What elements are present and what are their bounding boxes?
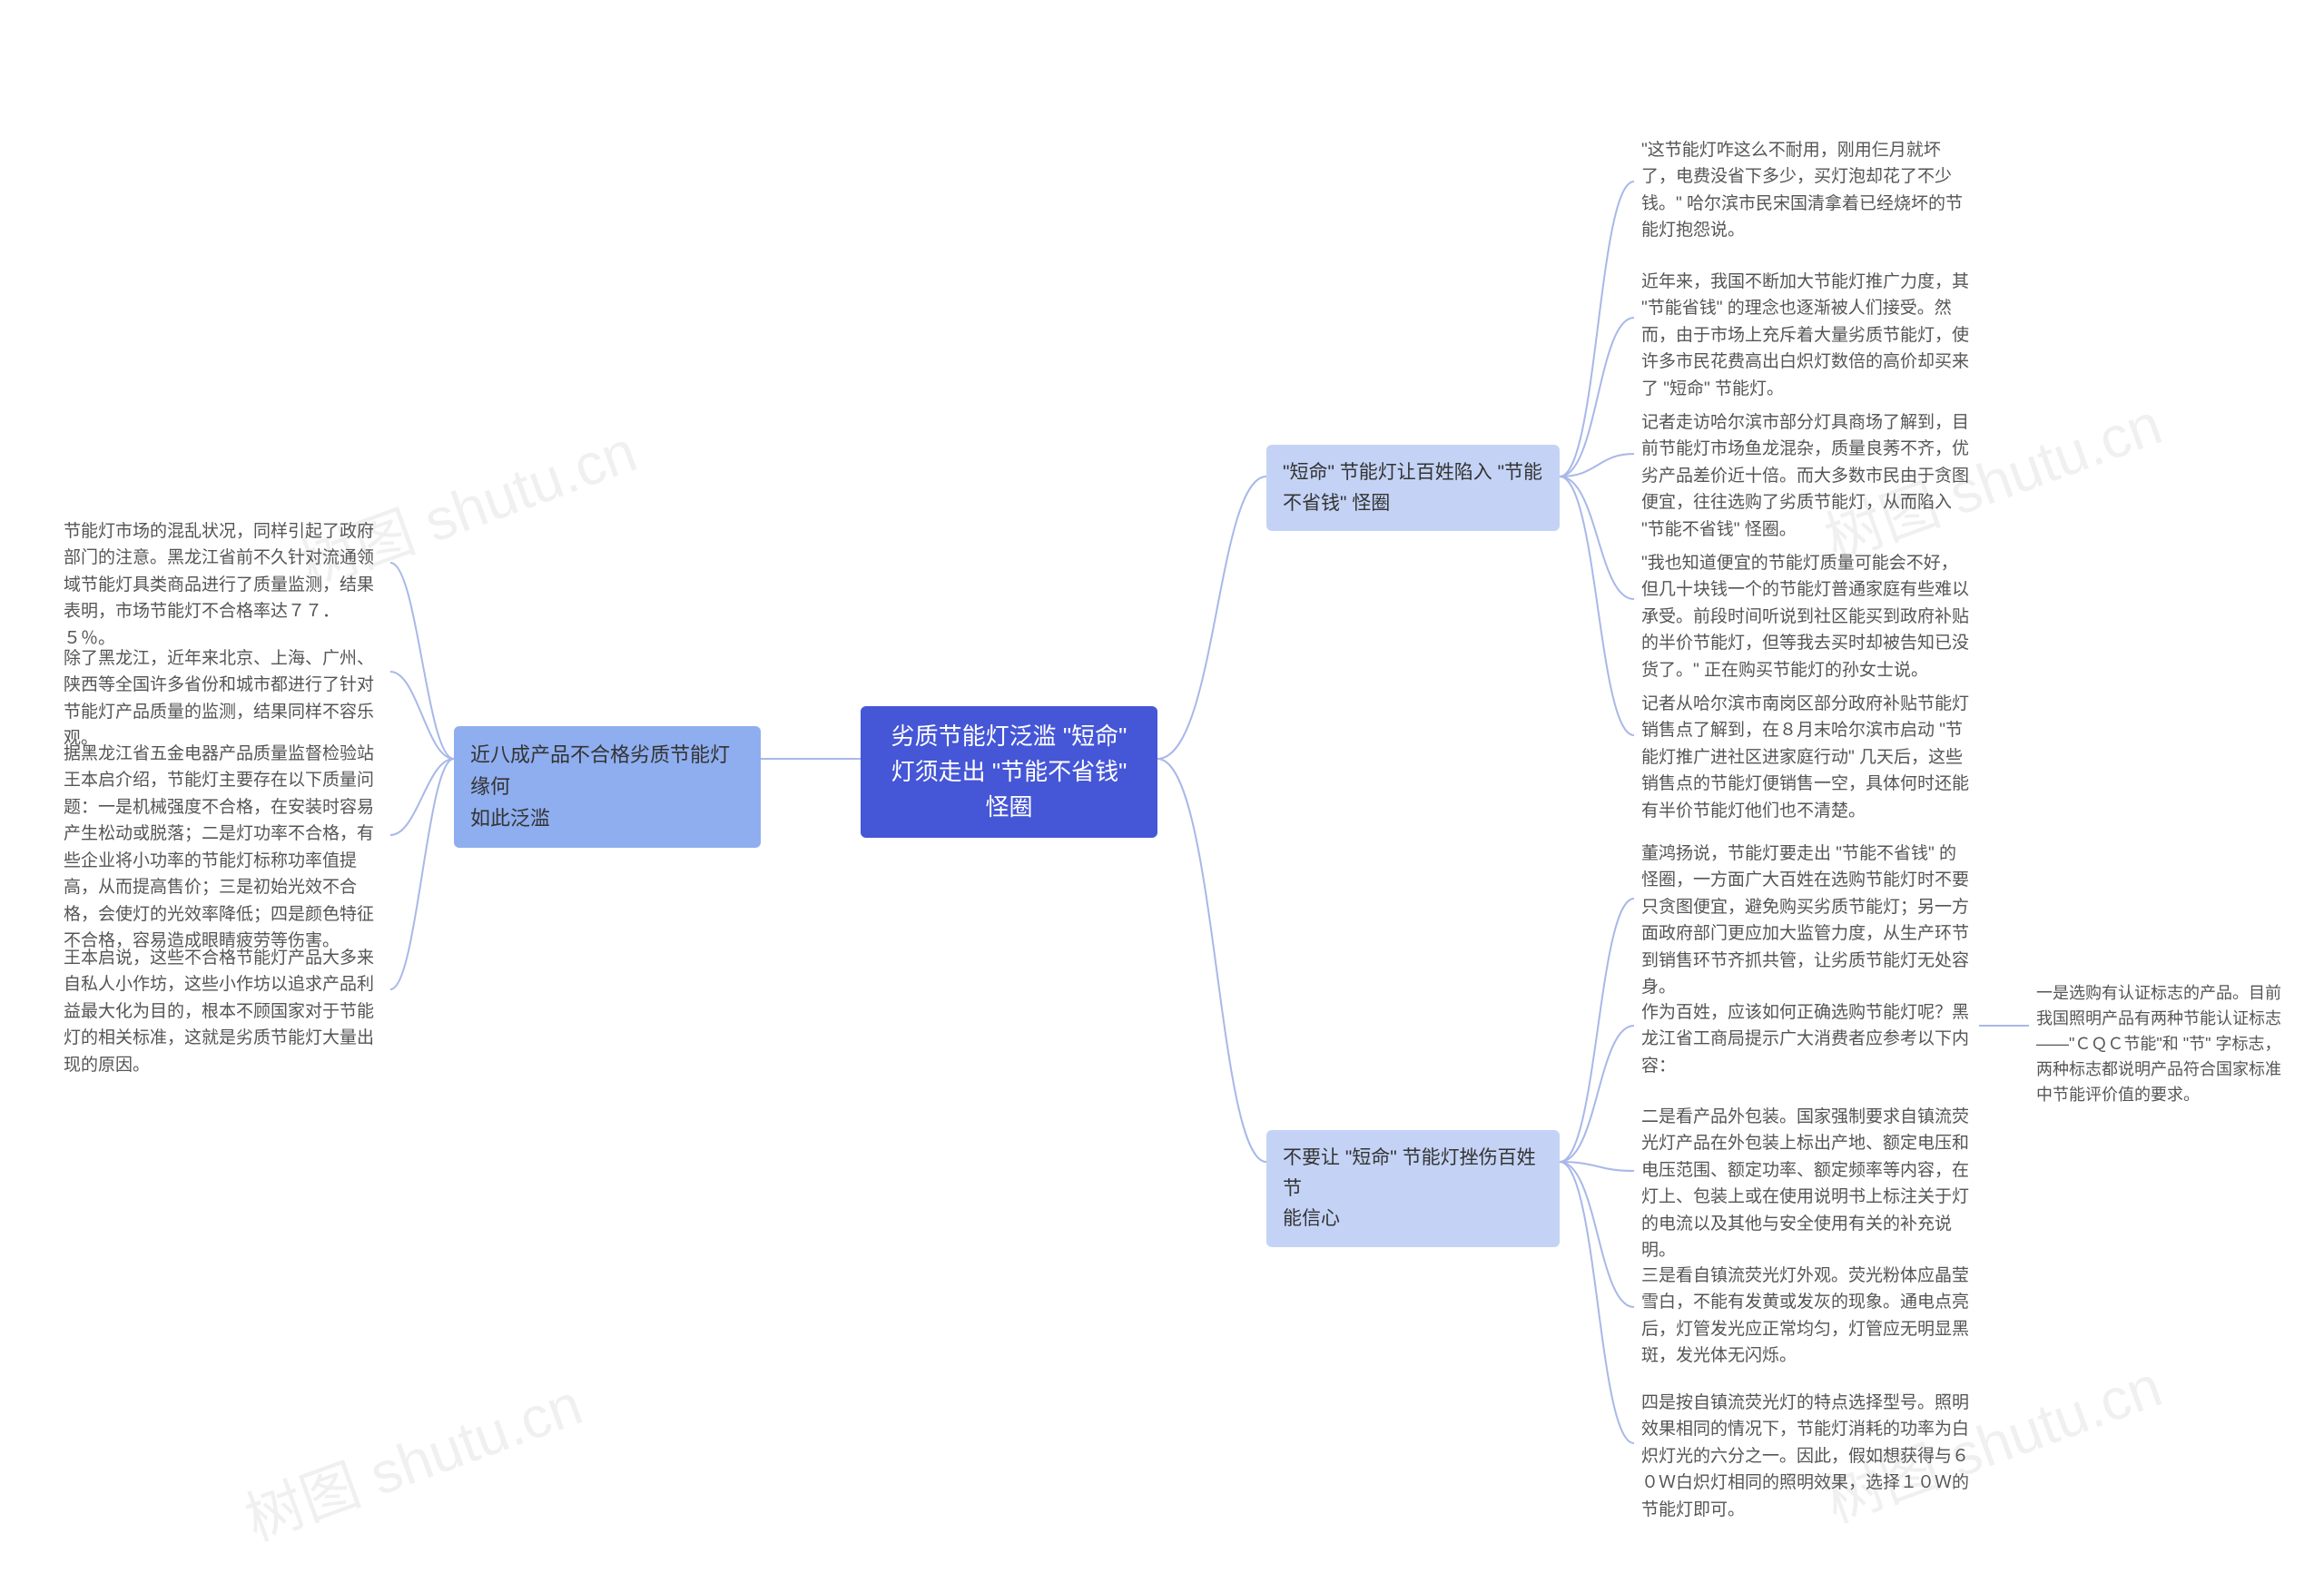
right1-leaf-4: 四是按自镇流荧光灯的特点选择型号。照明效果相同的情况下，节能灯消耗的功率为白炽灯… — [1634, 1384, 1979, 1529]
right1-leaf-1: 作为百姓，应该如何正确选购节能灯呢？黑龙江省工商局提示广大消费者应参考以下内容： — [1634, 994, 1979, 1085]
right0-leaf-2: 记者走访哈尔滨市部分灯具商场了解到，目前节能灯市场鱼龙混杂，质量良莠不齐，优劣产… — [1634, 404, 1979, 548]
right0-leaf-1: 近年来，我国不断加大节能灯推广力度，其 "节能省钱" 的理念也逐渐被人们接受。然… — [1634, 263, 1979, 408]
watermark-3: 树图 shutu.cn — [232, 1358, 592, 1557]
left-leaf-3: 王本启说，这些不合格节能灯产品大多来自私人小作坊，这些小作坊以追求产品利益最大化… — [56, 939, 392, 1084]
right-branch-0: "短命" 节能灯让百姓陷入 "节能不省钱" 怪圈 — [1266, 445, 1560, 531]
right1-leaf-2: 二是看产品外包装。国家强制要求自镇流荧光灯产品在外包装上标出产地、额定电压和电压… — [1634, 1098, 1979, 1270]
right1-leaf-0: 董鸿扬说，节能灯要走出 "节能不省钱" 的怪圈，一方面广大百姓在选购节能灯时不要… — [1634, 835, 1979, 1007]
right1-leaf-1-sub: 一是选购有认证标志的产品。目前我国照明产品有两种节能认证标志——"ＣＱＣ节能"和… — [2029, 976, 2301, 1113]
right0-leaf-0: "这节能灯咋这么不耐用，刚用仨月就坏了，电费没省下多少，买灯泡却花了不少钱。" … — [1634, 132, 1979, 250]
root-node: 劣质节能灯泛滥 "短命"灯须走出 "节能不省钱"怪圈 — [861, 706, 1157, 838]
left-branch: 近八成产品不合格劣质节能灯缘何如此泛滥 — [454, 726, 761, 848]
left-leaf-0: 节能灯市场的混乱状况，同样引起了政府部门的注意。黑龙江省前不久针对流通领域节能灯… — [56, 513, 392, 657]
right0-leaf-3: "我也知道便宜的节能灯质量可能会不好，但几十块钱一个的节能灯普通家庭有些难以承受… — [1634, 545, 1979, 689]
right1-leaf-3: 三是看自镇流荧光灯外观。荧光粉体应晶莹雪白，不能有发黄或发灰的现象。通电点亮后，… — [1634, 1257, 1979, 1375]
right-branch-1: 不要让 "短命" 节能灯挫伤百姓节能信心 — [1266, 1130, 1560, 1247]
left-leaf-2: 据黑龙江省五金电器产品质量监督检验站王本启介绍，节能灯主要存在以下质量问题：一是… — [56, 735, 392, 960]
right0-leaf-4: 记者从哈尔滨市南岗区部分政府补贴节能灯销售点了解到，在８月末哈尔滨市启动 "节能… — [1634, 685, 1979, 830]
